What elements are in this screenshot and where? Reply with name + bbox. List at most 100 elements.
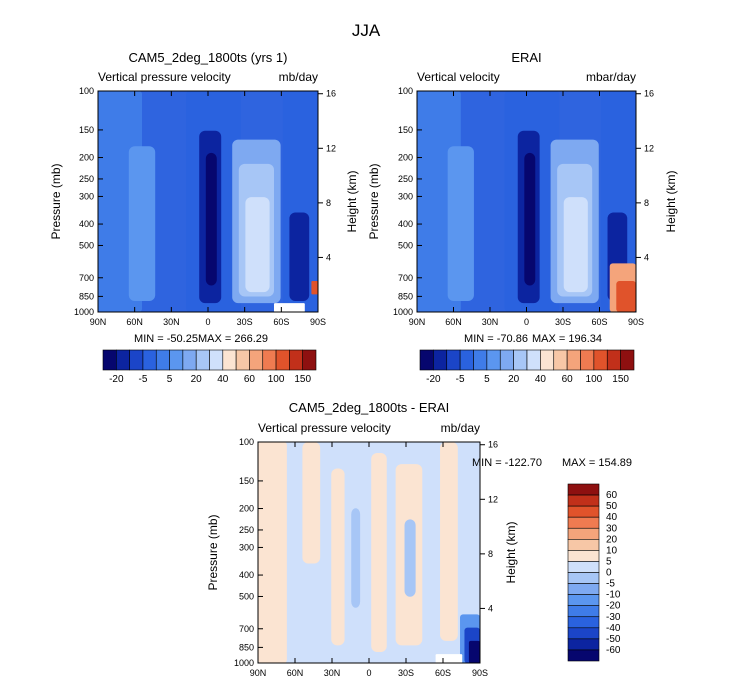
cam5-colorbar-swatch — [275, 349, 290, 371]
cam5-y-tick-label: 200 — [79, 153, 94, 163]
erai-colorbar-label: -20 — [426, 374, 441, 385]
cam5-colorbar-label: 20 — [191, 374, 203, 385]
erai-colorbar-swatch — [513, 349, 528, 371]
erai-colorbar-swatch — [433, 349, 448, 371]
erai-y-tick-label: 250 — [398, 174, 413, 184]
cam5-colorbar-swatch — [195, 349, 210, 371]
diff-colorbar-label: 5 — [606, 556, 612, 567]
erai-y-tick-label: 100 — [398, 86, 413, 96]
erai-contour-band — [616, 281, 636, 312]
erai-colorbar-label: 100 — [586, 374, 603, 385]
erai-title: ERAI — [511, 50, 541, 65]
diff-contour-band — [468, 640, 480, 663]
erai-height-tick-label: 12 — [644, 143, 654, 153]
diff-colorbar-label: -5 — [606, 579, 615, 590]
cam5-y-tick-label: 250 — [79, 174, 94, 184]
diff-x-tick-label: 30N — [324, 668, 341, 678]
diff-subtitle-right: mb/day — [441, 421, 480, 435]
cam5-colorbar-label: -5 — [138, 374, 147, 385]
cam5-x-tick-label: 90N — [90, 317, 107, 327]
erai-colorbar: -20 -5 5 20 40 60 100 150 — [419, 349, 635, 385]
cam5-height-tick-label: 4 — [326, 252, 331, 262]
cam5-colorbar: -20 -5 5 20 40 60 100 150 — [102, 349, 317, 385]
cam5-colorbar-label: 150 — [294, 374, 311, 385]
erai-y-tick-label: 1000 — [393, 307, 413, 317]
cam5-contour-band — [289, 212, 310, 301]
cam5-x-tick-label: 60S — [273, 317, 289, 327]
cam5-y-tick-label: 400 — [79, 219, 94, 229]
diff-x-tick-label: 60N — [287, 668, 304, 678]
cam5-title: CAM5_2deg_1800ts (yrs 1) — [129, 50, 288, 65]
erai-contour-band — [563, 197, 588, 293]
diff-height-tick-label: 8 — [488, 549, 493, 559]
diff-contour-band — [258, 442, 287, 663]
diff-y-tick-label: 500 — [239, 591, 254, 601]
cam5-colorbar-label: 100 — [268, 374, 285, 385]
cam5-field — [97, 90, 319, 313]
erai-x-tick-label: 90N — [409, 317, 426, 327]
diff-x-tick-label: 60S — [435, 668, 451, 678]
erai-colorbar-label: 150 — [612, 374, 629, 385]
cam5-subtitle-left: Vertical pressure velocity — [98, 70, 231, 84]
cam5-colorbar-label: 40 — [217, 374, 229, 385]
erai-colorbar-label: 40 — [535, 374, 547, 385]
erai-subtitle-left: Vertical velocity — [417, 70, 500, 84]
erai-colorbar-swatch — [606, 349, 621, 371]
cam5-x-tick-label: 30S — [237, 317, 253, 327]
erai-colorbar-swatch — [526, 349, 541, 371]
cam5-x-tick-label: 0 — [205, 317, 210, 327]
erai-y-tick-label: 300 — [398, 191, 413, 201]
cam5-y-tick-label: 700 — [79, 273, 94, 283]
erai-y-tick-label: 150 — [398, 125, 413, 135]
diff-contour-band — [351, 508, 361, 608]
cam5-height-tick-label: 8 — [326, 198, 331, 208]
diff-colorbar-swatch — [567, 527, 600, 540]
diff-subtitle-left: Vertical pressure velocity — [258, 421, 391, 435]
diff-y-tick-label: 700 — [239, 624, 254, 634]
cam5-height-tick-label: 12 — [326, 143, 336, 153]
erai-colorbar-swatch — [486, 349, 501, 371]
diff-contour-band — [435, 654, 463, 663]
diff-colorbar-label: 0 — [606, 568, 612, 579]
diff-height-tick-label: 16 — [488, 440, 498, 450]
diff-height-tick-label: 12 — [488, 494, 498, 504]
erai-min-stat: MIN = -70.86 — [464, 333, 528, 345]
diff-contour-band — [302, 442, 321, 564]
cam5-y-tick-label: 150 — [79, 125, 94, 135]
cam5-y-tick-label: 300 — [79, 191, 94, 201]
erai-height-tick-label: 4 — [644, 252, 649, 262]
cam5-contour-band — [205, 152, 217, 286]
erai-y-tick-label: 700 — [398, 273, 413, 283]
cam5-colorbar-swatch — [235, 349, 250, 371]
erai-colorbar-label: 20 — [508, 374, 520, 385]
diff-colorbar-label: -20 — [606, 601, 621, 612]
diff-colorbar-swatch — [567, 505, 600, 518]
diff-field — [257, 441, 481, 664]
diff-colorbar-label: 10 — [606, 545, 618, 556]
diff-colorbar-swatch — [567, 572, 600, 584]
cam5-y-axis-label: Pressure (mb) — [49, 163, 63, 239]
cam5-colorbar-swatch — [222, 349, 237, 371]
diff-colorbar-swatch — [567, 483, 600, 496]
erai-colorbar-label: 5 — [484, 374, 490, 385]
erai-colorbar-swatch — [446, 349, 461, 371]
diff-colorbar-swatch — [567, 539, 600, 551]
diff-contour-band — [440, 442, 458, 641]
cam5-y-tick-label: 500 — [79, 240, 94, 250]
erai-colorbar-swatch — [499, 349, 514, 371]
erai-x-tick-label: 60S — [591, 317, 607, 327]
cam5-contour-band — [311, 281, 318, 295]
diff-y-tick-label: 100 — [239, 437, 254, 447]
cam5-colorbar-swatch — [116, 349, 130, 371]
cam5-colorbar-swatch — [129, 349, 144, 371]
erai-max-stat: MAX = 196.34 — [532, 333, 602, 345]
cam5-x-tick-label: 90S — [310, 317, 326, 327]
cam5-colorbar-swatch — [302, 349, 317, 371]
erai-x-tick-label: 0 — [524, 317, 529, 327]
diff-colorbar-label: 50 — [606, 501, 618, 512]
diff-colorbar-swatch — [567, 583, 600, 595]
diff-x-tick-label: 90S — [472, 668, 488, 678]
cam5-colorbar-swatch — [142, 349, 157, 371]
cam5-colorbar-swatch — [289, 349, 303, 371]
